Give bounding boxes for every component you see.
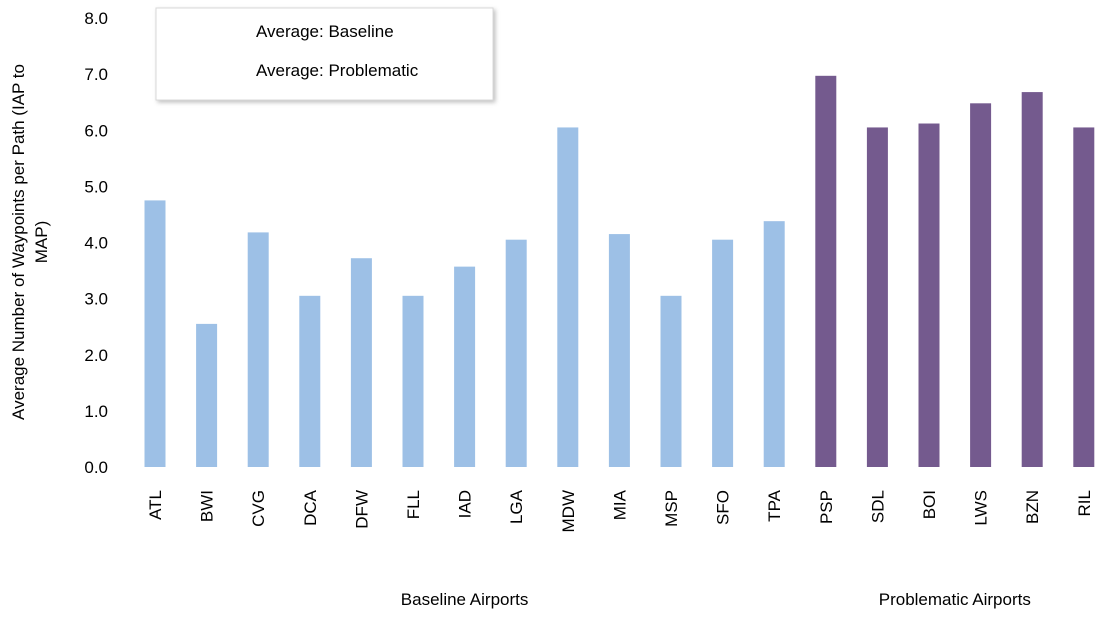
bar-dca xyxy=(299,296,320,467)
y-tick-label: 8.0 xyxy=(84,9,108,28)
y-tick-label: 3.0 xyxy=(84,290,108,309)
bar-mdw xyxy=(557,127,578,467)
x-axis: ATL BWI CVG DCA DFW FLL IAD LGA MDW MIA MSP SFO TPA P… xyxy=(146,489,1094,532)
bar-sdl xyxy=(867,127,888,467)
bar-boi xyxy=(919,124,940,467)
bar-bzn xyxy=(1022,92,1043,467)
bar-psp xyxy=(815,76,836,467)
x-tick-label: DCA xyxy=(301,489,320,526)
y-tick-label: 2.0 xyxy=(84,346,108,365)
y-tick-label: 0.0 xyxy=(84,458,108,477)
bar-tpa xyxy=(764,221,785,467)
bar-msp xyxy=(661,296,682,467)
x-tick-label: LWS xyxy=(972,490,991,526)
x-tick-label: IAD xyxy=(456,490,475,518)
y-tick-label: 5.0 xyxy=(84,177,108,196)
x-tick-label: CVG xyxy=(249,490,268,527)
y-axis-title-line: Average Number of Waypoints per Path (IA… xyxy=(9,64,28,420)
y-tick-label: 1.0 xyxy=(84,402,108,421)
bar-fll xyxy=(403,296,424,467)
bar-dfw xyxy=(351,258,372,467)
x-tick-label: DFW xyxy=(352,490,371,529)
bar-atl xyxy=(145,200,166,467)
x-tick-label: SFO xyxy=(714,490,733,525)
bar-lws xyxy=(970,103,991,467)
x-tick-label: LGA xyxy=(507,489,526,524)
y-tick-label: 7.0 xyxy=(84,65,108,84)
x-tick-label: MDW xyxy=(559,490,578,532)
y-tick-label: 4.0 xyxy=(84,234,108,253)
legend: Average: Baseline Average: Problematic xyxy=(156,8,493,100)
x-tick-label: FLL xyxy=(404,490,423,519)
y-axis: 0.0 1.0 2.0 3.0 4.0 5.0 6.0 7.0 8.0 xyxy=(84,9,108,477)
group-label: Baseline Airports xyxy=(401,590,529,609)
x-tick-label: MIA xyxy=(610,489,629,520)
y-axis-title: Average Number of Waypoints per Path (IA… xyxy=(9,64,51,420)
group-label: Problematic Airports xyxy=(879,590,1031,609)
x-tick-label: PSP xyxy=(817,490,836,524)
bar-ril xyxy=(1073,127,1094,467)
y-axis-title-line: MAP) xyxy=(32,221,51,264)
legend-label: Average: Problematic xyxy=(256,61,419,80)
bar-iad xyxy=(454,267,475,467)
x-tick-label: BWI xyxy=(198,490,217,522)
group-labels: Baseline Airports Problematic Airports xyxy=(401,590,1031,609)
x-tick-label: SDL xyxy=(868,490,887,523)
bar-bwi xyxy=(196,324,217,467)
x-tick-label: RIL xyxy=(1075,490,1094,516)
x-tick-label: MSP xyxy=(662,490,681,527)
x-tick-label: ATL xyxy=(146,490,165,520)
y-tick-label: 6.0 xyxy=(84,121,108,140)
legend-label: Average: Baseline xyxy=(256,22,394,41)
x-tick-label: TPA xyxy=(765,489,784,521)
x-tick-label: BOI xyxy=(920,490,939,519)
x-tick-label: BZN xyxy=(1023,490,1042,524)
